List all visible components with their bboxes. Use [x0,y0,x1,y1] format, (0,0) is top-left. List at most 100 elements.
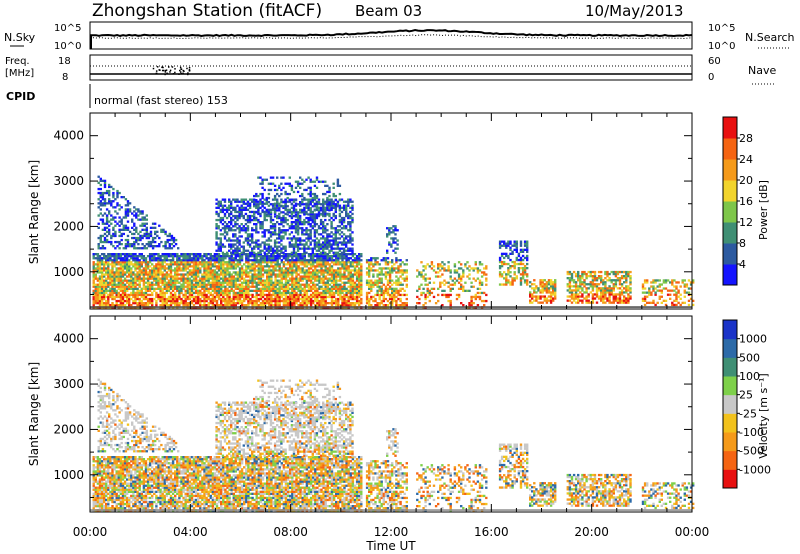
power-cell [186,283,189,286]
power-cell [345,243,348,246]
power-cell [259,273,263,276]
power-cell [330,255,334,258]
power-cell [326,239,329,242]
power-cell [278,249,281,252]
power-cell [255,275,258,278]
power-cell [294,225,298,228]
power-cell [320,269,323,272]
power-cell [161,297,164,301]
power-cell [96,255,100,258]
power-cell [224,299,227,303]
power-cell [201,295,204,299]
power-cell [247,293,250,297]
power-cell [255,287,258,290]
power-cell [240,267,244,270]
power-cell [232,233,235,236]
power-cell [151,297,154,301]
power-cell [269,245,273,248]
power-cell [211,289,215,292]
power-cell [112,245,115,248]
power-cell [358,285,361,288]
power-cell [374,261,377,264]
power-cell [268,257,271,260]
power-cell [182,279,185,282]
power-cell [382,259,385,262]
power-cell [343,255,346,258]
power-cell [328,269,332,272]
power-cell [140,263,143,266]
power-cell [358,275,361,278]
power-cell [255,223,258,226]
power-cell [297,293,300,297]
power-cell [242,216,245,220]
power-cell [418,297,421,301]
power-cell [345,208,348,211]
power-cell [437,265,440,268]
power-cell [263,235,266,238]
power-cell [138,259,141,262]
power-cell [315,213,319,216]
power-cell [276,297,279,301]
power-cell [276,302,279,305]
power-cell [169,287,173,290]
power-cell [322,253,325,256]
power-cell [289,267,292,270]
power-cell [347,241,350,244]
power-cell [238,243,241,246]
power-cell [372,299,375,303]
power-cell [269,211,273,214]
power-cell [345,237,348,240]
power-cell [123,273,127,276]
power-cell [309,279,313,282]
power-cell [282,235,285,238]
power-cell [116,240,119,244]
power-cell [190,257,194,260]
power-cell [133,228,136,231]
power-cell [295,283,298,286]
power-cell [251,273,254,276]
power-cell [139,218,142,221]
power-cell [107,304,110,307]
power-cell [159,279,162,282]
power-cell [292,251,296,254]
power-cell [131,243,134,246]
power-cell [303,287,306,290]
power-cell [119,289,123,292]
power-cell [280,198,283,201]
power-cell [286,257,290,260]
power-cell [313,203,317,206]
power-cell [328,289,332,292]
power-cell [272,259,275,262]
power-cell [311,239,314,242]
power-cell [234,198,237,201]
power-cell [151,304,154,307]
power-cell [353,259,357,262]
power-cell [280,251,283,254]
power-cell [180,285,183,288]
power-cell [207,257,210,260]
power-cell [345,212,348,216]
power-cell [315,237,319,240]
power-cell [391,287,394,290]
power-cell [174,275,177,278]
power-cell [222,267,225,270]
power-cell [194,255,198,258]
power-cell [405,269,408,272]
power-cell [370,279,373,282]
power-cell [145,228,148,231]
power-cell [163,259,166,262]
power-cell [351,206,354,209]
power-cell [249,289,252,292]
power-cell [332,182,335,185]
power-cell [100,275,104,278]
power-cell [328,273,332,276]
power-cell [255,227,258,230]
power-cell [186,263,189,266]
power-cell [246,200,250,203]
power-cell [318,295,321,299]
power-cell [297,257,300,260]
power-cell [255,253,258,256]
power-cell [253,279,256,282]
power-cell [261,257,265,260]
power-cell [186,261,189,264]
